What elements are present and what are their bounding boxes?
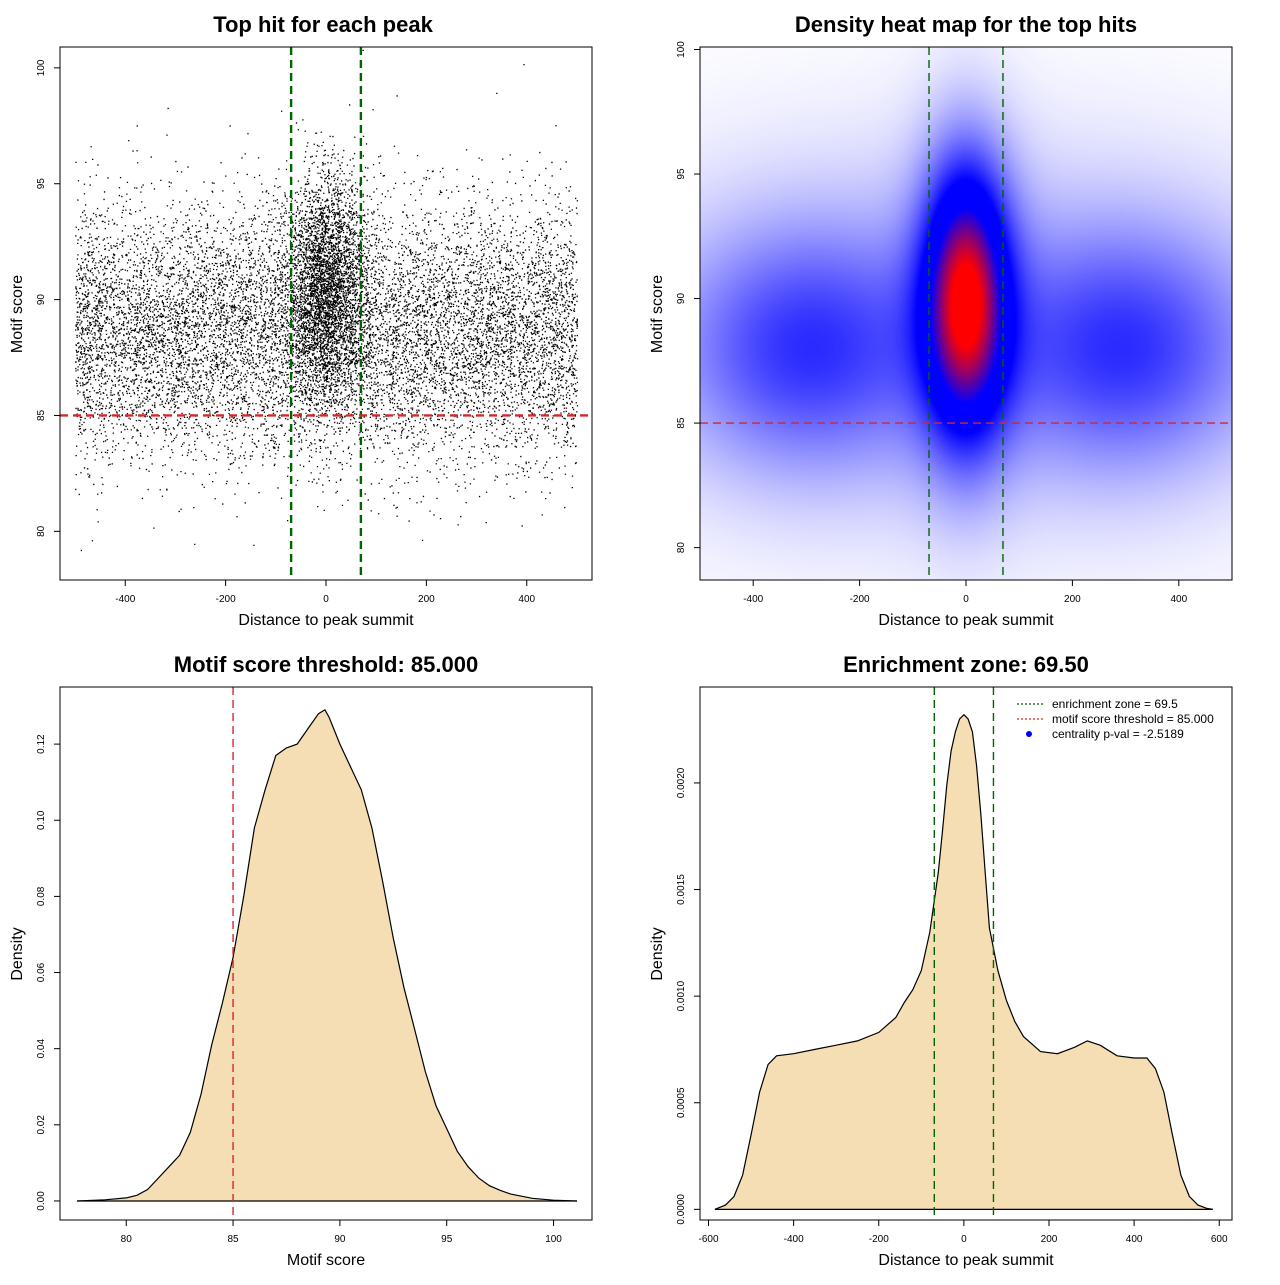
scatter-x-tick-label: 0 <box>323 594 329 605</box>
legend-pval-marker <box>1026 731 1032 737</box>
distance-density-y-axis-label: Density <box>649 927 666 980</box>
scatter-x-tick-label: -400 <box>115 594 135 605</box>
scatter-y-tick-label: 80 <box>36 525 47 537</box>
heatmap-x-tick-label: -200 <box>850 594 870 605</box>
heatmap-y-tick-label: 85 <box>676 417 687 429</box>
panel-distance-density: Enrichment zone: 69.50 -600 -400 -200 0 200 4… <box>649 652 1233 1269</box>
heatmap-y-axis-label: Motif score <box>649 275 666 353</box>
heatmap-x-tick-label: 200 <box>1064 594 1081 605</box>
heatmap-x-tick-label: -400 <box>743 594 763 605</box>
heatmap-title: Density heat map for the top hits <box>795 12 1137 37</box>
legend-threshold-label: motif score threshold = 85.000 <box>1052 712 1214 726</box>
score-density-y-axis-label: Density <box>9 927 26 980</box>
heatmap-x-axis-label: Distance to peak summit <box>878 612 1054 629</box>
distance-density-reference-lines <box>933 687 995 1220</box>
distance-density-x-tick-label: 400 <box>1126 1234 1143 1245</box>
distance-density-x-tick-label: 200 <box>1041 1234 1058 1245</box>
score-density-density-curve <box>77 708 578 1202</box>
score-density-y-tick-label: 0.06 <box>36 962 47 982</box>
distance-density-axes: -600 -400 -200 0 200 400 600 0.0000 0.0005 0.0010… <box>676 767 1228 1245</box>
score-density-x-axis-label: Motif score <box>287 1252 365 1269</box>
score-density-y-tick-label: 0.08 <box>36 886 47 906</box>
heatmap-axes: -400 -200 0 200 400 80 85 90 95 100 <box>676 41 1188 605</box>
score-density-x-tick-label: 100 <box>545 1234 562 1245</box>
legend-enrichment-zone-label: enrichment zone = 69.5 <box>1052 697 1178 711</box>
distance-density-y-tick-label: 0.0000 <box>676 1194 687 1225</box>
scatter-x-axis-label: Distance to peak summit <box>238 612 414 629</box>
scatter-x-tick-label: 400 <box>518 594 535 605</box>
legend-pval-label: centrality p-val = -2.5189 <box>1052 727 1184 741</box>
heatmap-density-image <box>700 47 1232 580</box>
distance-density-y-tick-label: 0.0010 <box>676 980 687 1011</box>
panel-heatmap: Density heat map for the top hits -400 -2… <box>649 12 1233 629</box>
legend: enrichment zone = 69.5 motif score thres… <box>1017 697 1214 741</box>
distance-density-area <box>714 713 1213 1210</box>
distance-density-y-tick-label: 0.0015 <box>676 874 687 905</box>
distance-density-x-tick-label: 600 <box>1211 1234 1228 1245</box>
scatter-title: Top hit for each peak <box>213 12 433 37</box>
score-density-y-tick-label: 0.00 <box>36 1191 47 1211</box>
distance-density-x-axis-label: Distance to peak summit <box>878 1252 1054 1269</box>
heatmap-y-tick-label: 90 <box>676 293 687 305</box>
heatmap-reference-lines <box>700 47 1232 580</box>
distance-density-x-tick-label: -400 <box>784 1234 804 1245</box>
score-density-y-tick-label: 0.02 <box>36 1115 47 1135</box>
score-density-y-tick-label: 0.10 <box>36 810 47 830</box>
distance-density-x-tick-label: -600 <box>699 1234 719 1245</box>
scatter-x-tick-label: 200 <box>418 594 435 605</box>
score-density-x-tick-label: 90 <box>334 1234 346 1245</box>
score-density-area <box>77 708 578 1202</box>
score-density-x-tick-label: 80 <box>121 1234 133 1245</box>
scatter-y-axis-label: Motif score <box>9 275 26 353</box>
heatmap-y-tick-label: 95 <box>676 168 687 180</box>
distance-density-y-tick-label: 0.0005 <box>676 1087 687 1118</box>
scatter-y-tick-label: 90 <box>36 294 47 306</box>
score-density-title: Motif score threshold: 85.000 <box>174 652 478 677</box>
score-density-y-tick-label: 0.12 <box>36 734 47 754</box>
score-density-axes: 80 85 90 95 100 0.00 0.02 0.04 0.06 0.08 0.10 0.12 <box>36 734 562 1245</box>
heatmap-x-tick-label: 0 <box>963 594 969 605</box>
distance-density-title: Enrichment zone: 69.50 <box>843 652 1089 677</box>
scatter-point-marks <box>75 49 579 552</box>
scatter-x-tick-label: -200 <box>216 594 236 605</box>
distance-density-y-tick-label: 0.0020 <box>676 767 687 798</box>
scatter-y-tick-label: 95 <box>36 178 47 190</box>
heatmap-y-tick-label: 80 <box>676 542 687 554</box>
score-density-density-fill <box>77 709 577 1201</box>
scatter-y-tick-label: 100 <box>36 59 47 76</box>
distance-density-x-tick-label: 0 <box>961 1234 967 1245</box>
distance-density-x-tick-label: -200 <box>869 1234 889 1245</box>
distance-density-density-curve <box>714 713 1213 1210</box>
panel-scatter: Top hit for each peak -400 -200 0 200 400 80 8… <box>9 12 593 629</box>
heatmap-x-tick-label: 400 <box>1170 594 1187 605</box>
scatter-points <box>75 49 579 552</box>
distance-density-density-fill <box>714 714 1213 1210</box>
score-density-x-tick-label: 85 <box>227 1234 239 1245</box>
score-density-x-tick-label: 95 <box>441 1234 453 1245</box>
scatter-y-tick-label: 85 <box>36 409 47 421</box>
panel-score-density: Motif score threshold: 85.000 80 85 90 95 10… <box>9 652 593 1269</box>
scatter-axes: -400 -200 0 200 400 80 85 90 95 100 <box>36 59 536 605</box>
heatmap-y-tick-label: 100 <box>676 41 687 58</box>
scatter-reference-lines <box>60 47 592 580</box>
score-density-y-tick-label: 0.04 <box>36 1039 47 1059</box>
